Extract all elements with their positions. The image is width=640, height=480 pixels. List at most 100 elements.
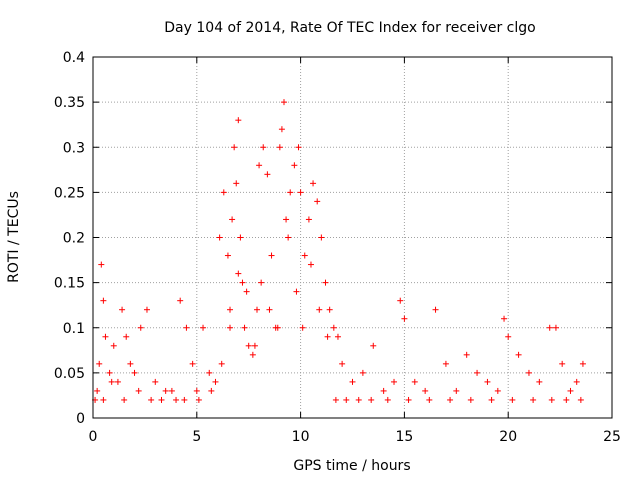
- data-point: [173, 396, 180, 403]
- data-point: [307, 261, 314, 268]
- data-point: [268, 252, 275, 259]
- data-point: [515, 351, 522, 358]
- data-point: [233, 180, 240, 187]
- x-tick-label: 20: [499, 429, 517, 445]
- data-point: [274, 324, 281, 331]
- data-point: [148, 396, 155, 403]
- data-point: [224, 252, 231, 259]
- data-point: [266, 306, 273, 313]
- data-point: [332, 396, 339, 403]
- data-point: [249, 351, 256, 358]
- data-point: [422, 387, 429, 394]
- data-point: [552, 324, 559, 331]
- data-point: [100, 396, 107, 403]
- y-tick-label: 0.2: [63, 231, 85, 247]
- data-point: [254, 306, 261, 313]
- data-point: [442, 360, 449, 367]
- x-tick-label: 5: [192, 429, 201, 445]
- data-points: [92, 99, 586, 403]
- data-point: [227, 306, 234, 313]
- x-tick-label: 10: [292, 429, 310, 445]
- y-axis-label: ROTI / TECUs: [6, 191, 22, 283]
- data-point: [168, 387, 175, 394]
- data-point: [102, 333, 109, 340]
- data-point: [108, 378, 115, 385]
- data-point: [152, 378, 159, 385]
- data-point: [100, 297, 107, 304]
- data-point: [501, 315, 508, 322]
- x-tick-label: 15: [395, 429, 413, 445]
- data-point: [401, 315, 408, 322]
- data-point: [334, 333, 341, 340]
- data-point: [278, 126, 285, 133]
- data-point: [316, 306, 323, 313]
- data-point: [573, 378, 580, 385]
- data-point: [405, 396, 412, 403]
- grid-lines: [93, 57, 612, 418]
- data-point: [368, 396, 375, 403]
- data-point: [200, 324, 207, 331]
- data-point: [237, 234, 244, 241]
- data-point: [349, 378, 356, 385]
- data-point: [577, 396, 584, 403]
- data-point: [127, 360, 134, 367]
- data-point: [391, 378, 398, 385]
- data-point: [359, 369, 366, 376]
- data-point: [324, 333, 331, 340]
- data-point: [295, 144, 302, 151]
- data-point: [536, 378, 543, 385]
- data-point: [339, 360, 346, 367]
- data-point: [235, 117, 242, 124]
- data-point: [220, 189, 227, 196]
- data-point: [183, 324, 190, 331]
- data-point: [567, 387, 574, 394]
- data-point: [137, 324, 144, 331]
- data-point: [326, 306, 333, 313]
- data-point: [131, 369, 138, 376]
- data-point: [310, 180, 317, 187]
- data-point: [305, 216, 312, 223]
- data-point: [251, 342, 258, 349]
- y-tick-label: 0: [76, 411, 85, 427]
- data-point: [494, 387, 501, 394]
- data-point: [530, 396, 537, 403]
- data-point: [370, 342, 377, 349]
- data-point: [260, 144, 267, 151]
- data-point: [227, 324, 234, 331]
- data-point: [283, 216, 290, 223]
- data-point: [193, 387, 200, 394]
- data-point: [297, 189, 304, 196]
- x-tick-label: 25: [603, 429, 621, 445]
- data-point: [355, 396, 362, 403]
- axis-ticks: 0 5 10 15 20 25 0 0.05 0.1 0.15 0.2 0.25 0.3 0.35 0.4: [54, 50, 621, 445]
- data-point: [94, 387, 101, 394]
- data-point: [426, 396, 433, 403]
- data-point: [314, 198, 321, 205]
- data-point: [380, 387, 387, 394]
- data-point: [474, 369, 481, 376]
- data-point: [293, 288, 300, 295]
- y-tick-label: 0.1: [63, 321, 85, 337]
- y-tick-label: 0.4: [63, 50, 85, 66]
- data-point: [114, 378, 121, 385]
- data-point: [110, 342, 117, 349]
- data-point: [239, 279, 246, 286]
- data-point: [218, 360, 225, 367]
- data-point: [235, 270, 242, 277]
- data-point: [285, 234, 292, 241]
- data-point: [216, 234, 223, 241]
- data-point: [453, 387, 460, 394]
- y-tick-label: 0.35: [54, 95, 85, 111]
- data-point: [484, 378, 491, 385]
- data-point: [121, 396, 128, 403]
- data-point: [245, 342, 252, 349]
- data-point: [181, 396, 188, 403]
- data-point: [559, 360, 566, 367]
- y-tick-label: 0.3: [63, 140, 85, 156]
- data-point: [548, 396, 555, 403]
- data-point: [258, 279, 265, 286]
- data-point: [96, 360, 103, 367]
- data-point: [546, 324, 553, 331]
